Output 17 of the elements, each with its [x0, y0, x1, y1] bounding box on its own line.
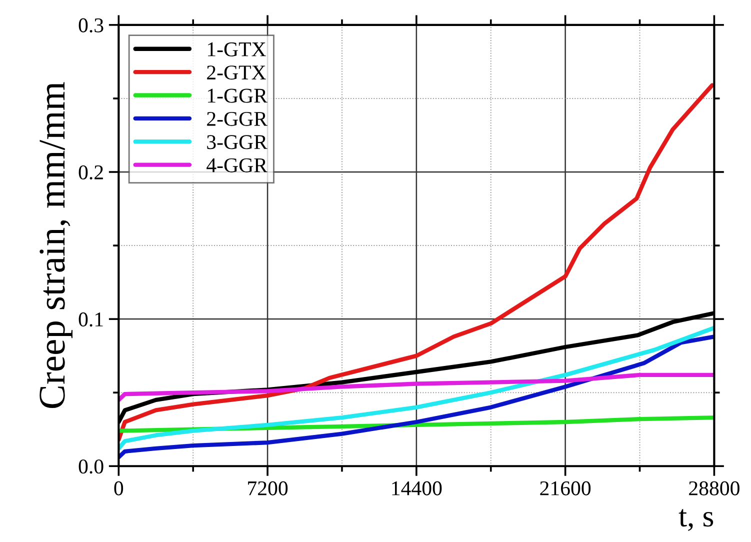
- legend-label: 4-GGR: [206, 158, 268, 172]
- legend-label: 2-GGR: [207, 112, 268, 126]
- x-axis-title: t, s: [678, 509, 714, 532]
- y-tick-label: 0.0: [78, 459, 104, 474]
- legend-label: 3-GGR: [207, 135, 268, 150]
- legend-label: 1-GTX: [208, 42, 266, 56]
- x-tick-label: 28800: [689, 481, 740, 496]
- x-tick-label: 21600: [540, 481, 591, 496]
- x-tick-label: 0: [114, 481, 124, 496]
- y-axis-title: Creep strain, mm/mm: [40, 82, 72, 408]
- y-tick-label: 0.3: [78, 18, 104, 32]
- legend-label: 1-GGR: [208, 88, 268, 103]
- y-tick-label: 0.1: [78, 312, 103, 327]
- legend-label: 2-GTX: [207, 66, 266, 80]
- x-tick-label: 14400: [392, 481, 442, 496]
- x-tick-label: 7200: [248, 481, 288, 496]
- y-tick-label: 0.2: [78, 165, 103, 180]
